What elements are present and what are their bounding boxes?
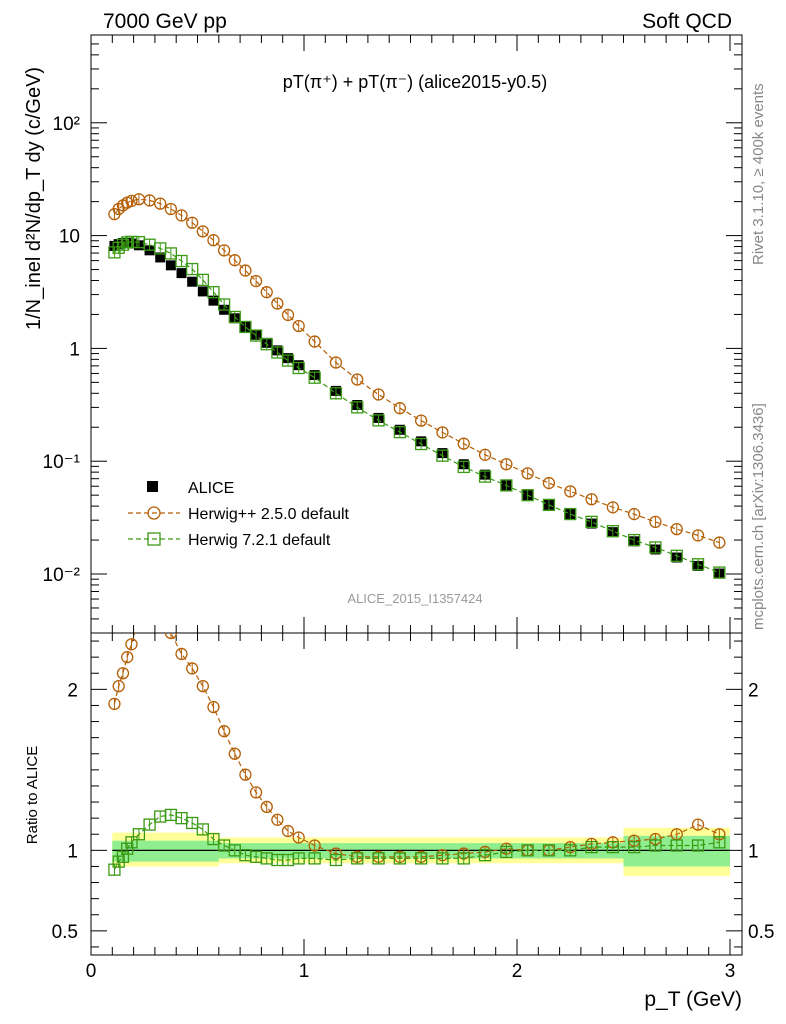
main-y-axis-label: 1/N_inel d²N/dp_T dy (c/GeV) <box>23 67 45 330</box>
main-y-tick-label: 10² <box>53 114 80 135</box>
ratio-y-axis-label: Ratio to ALICE <box>24 746 41 844</box>
ratio-y-tick-label-right: 2 <box>748 680 759 701</box>
main-y-tick-label: 10⁻¹ <box>43 452 81 473</box>
main-y-tick-label: 1 <box>69 339 80 360</box>
data-point-alice <box>208 295 219 306</box>
x-tick-label: 1 <box>299 961 310 982</box>
legend-alice-label: ALICE <box>188 480 234 497</box>
series-line <box>113 633 720 858</box>
category-label: Soft QCD <box>642 10 732 33</box>
ratio-frame <box>90 632 743 956</box>
plot-title: pT(π⁺) + pT(π⁻) (alice2015-y0.5) <box>283 72 547 92</box>
main-y-tick-label: 10 <box>59 227 80 248</box>
legend-herwig7-marker <box>147 532 161 546</box>
ratio-y-tick-label: 2 <box>67 680 78 701</box>
energy-label: 7000 GeV pp <box>103 10 227 33</box>
legend-herwig7-label: Herwig 7.2.1 default <box>188 532 331 549</box>
rivet-label: Rivet 3.1.10, ≥ 400k events <box>750 83 767 265</box>
series-line <box>113 814 720 870</box>
data-point-alice <box>176 268 187 279</box>
legend-alice-marker <box>147 481 158 492</box>
x-tick-label: 0 <box>86 961 97 982</box>
legend-herwigpp-marker <box>147 506 161 520</box>
ratio-y-tick-label-right: 1 <box>748 841 759 862</box>
mcplots-label: mcplots.cern.ch [arXiv:1306.3436] <box>750 403 767 630</box>
data-point-alice <box>197 286 208 297</box>
data-point-alice <box>187 276 198 287</box>
legend-herwigpp-label: Herwig++ 2.5.0 default <box>188 506 350 523</box>
x-tick-label: 2 <box>512 961 523 982</box>
legend: ALICE Herwig++ 2.5.0 default Herwig 7.2.… <box>128 480 350 549</box>
ratio-band-stat <box>112 840 219 862</box>
data-point-alice <box>155 252 166 263</box>
ratio-y-tick-label: 0.5 <box>52 922 78 943</box>
ratio-y-tick-label: 1 <box>67 841 78 862</box>
main-y-tick-label: 10⁻² <box>43 565 81 586</box>
analysis-watermark: ALICE_2015_I1357424 <box>347 591 482 606</box>
x-axis-label: p_T (GeV) <box>644 988 742 1011</box>
ratio-y-tick-label-right: 0.5 <box>748 922 774 943</box>
x-tick-label: 3 <box>725 961 736 982</box>
data-point-alice <box>165 260 176 271</box>
